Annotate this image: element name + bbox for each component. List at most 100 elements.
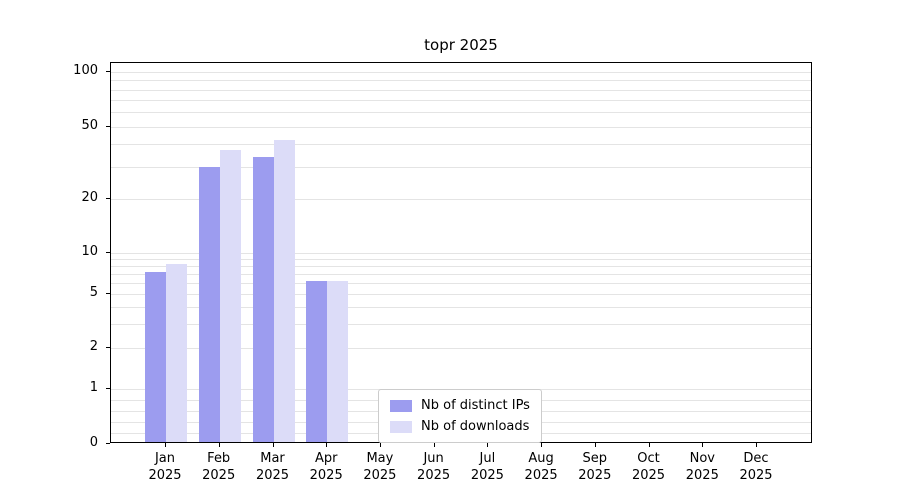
gridline xyxy=(111,274,811,276)
x-tick-mark xyxy=(648,443,650,447)
x-tick-mark xyxy=(379,443,381,447)
y-tick-mark xyxy=(106,125,110,127)
gridline xyxy=(111,166,811,168)
legend-label: Nb of downloads xyxy=(421,419,530,434)
y-tick-label: 10 xyxy=(81,244,98,259)
gridline xyxy=(111,348,811,350)
x-tick-label-sep: Sep 2025 xyxy=(563,451,627,485)
year-label: 2025 xyxy=(470,467,504,483)
x-tick-mark xyxy=(594,443,596,447)
year-label: 2025 xyxy=(685,467,719,483)
y-tick-mark xyxy=(106,347,110,349)
year-label: 2025 xyxy=(148,467,182,483)
x-tick-mark xyxy=(165,443,166,447)
y-tick-mark xyxy=(106,71,110,72)
x-tick-label-jun: Jun 2025 xyxy=(402,451,466,485)
gridline xyxy=(111,253,811,254)
y-tick-label: 0 xyxy=(89,435,98,450)
year-label: 2025 xyxy=(202,467,236,483)
bar-apr-downloads xyxy=(327,281,349,442)
month-label: Jul xyxy=(479,451,496,466)
gridline xyxy=(111,89,811,91)
x-tick-mark xyxy=(756,443,757,447)
month-label: Jun xyxy=(423,451,444,466)
x-tick-label-jul: Jul 2025 xyxy=(455,451,519,485)
x-tick-label-oct: Oct 2025 xyxy=(617,451,681,485)
gridline xyxy=(111,72,811,73)
x-tick-label-apr: Apr 2025 xyxy=(294,451,358,485)
x-tick-label-jan: Jan 2025 xyxy=(133,451,197,485)
year-label: 2025 xyxy=(309,467,343,483)
bar-feb-distinct-ips xyxy=(198,167,220,442)
gridline xyxy=(111,293,811,295)
x-tick-mark xyxy=(272,443,274,447)
month-label: Apr xyxy=(314,451,338,466)
bar-mar-distinct-ips xyxy=(252,157,274,442)
gridline xyxy=(111,259,811,261)
month-label: Nov xyxy=(689,451,715,466)
gridline xyxy=(111,112,811,114)
bar-jan-downloads xyxy=(166,264,187,442)
chart-title: topr 2025 xyxy=(424,36,498,54)
year-label: 2025 xyxy=(255,467,290,483)
bar-mar-downloads xyxy=(273,140,295,442)
gridline xyxy=(111,283,811,285)
legend-label: Nb of distinct IPs xyxy=(421,398,530,413)
y-tick-mark xyxy=(106,197,110,199)
year-label: 2025 xyxy=(578,467,612,483)
legend-swatch xyxy=(390,399,412,412)
x-tick-mark xyxy=(541,443,543,447)
x-tick-label-nov: Nov 2025 xyxy=(670,451,734,485)
year-label: 2025 xyxy=(417,467,451,483)
x-tick-label-aug: Aug 2025 xyxy=(509,451,573,485)
month-label: Dec xyxy=(743,451,769,466)
bar-apr-distinct-ips xyxy=(306,281,328,442)
month-label: Feb xyxy=(207,451,231,466)
year-label: 2025 xyxy=(631,467,666,483)
gridline xyxy=(111,266,811,268)
month-label: May xyxy=(366,451,394,466)
y-tick-label: 1 xyxy=(89,380,98,395)
x-tick-mark xyxy=(433,443,435,447)
legend-item: Nb of distinct IPs xyxy=(390,398,530,413)
x-tick-mark xyxy=(326,443,328,447)
x-tick-mark xyxy=(702,443,704,447)
legend-swatch xyxy=(390,420,412,433)
x-tick-mark xyxy=(487,443,489,447)
year-label: 2025 xyxy=(363,467,397,483)
x-tick-mark xyxy=(218,443,220,447)
year-label: 2025 xyxy=(524,467,558,483)
y-tick-label: 20 xyxy=(81,189,98,205)
x-tick-label-may: May 2025 xyxy=(348,451,412,485)
month-label: Jan xyxy=(154,451,176,466)
plot-area: Nb of distinct IPs Nb of downloads xyxy=(110,62,812,443)
gridline xyxy=(111,198,811,200)
legend-item: Nb of downloads xyxy=(390,419,530,434)
month-label: Oct xyxy=(637,451,660,466)
x-tick-label-dec: Dec 2025 xyxy=(724,451,788,485)
legend: Nb of distinct IPs Nb of downloads xyxy=(378,389,542,443)
y-tick-mark xyxy=(106,252,110,253)
gridline xyxy=(111,144,811,145)
y-tick-label: 5 xyxy=(89,284,98,300)
y-tick-label: 50 xyxy=(81,117,98,133)
y-tick-mark xyxy=(106,443,110,444)
bar-feb-downloads xyxy=(219,150,241,442)
y-tick-mark xyxy=(106,388,110,389)
gridline xyxy=(111,126,811,128)
year-label: 2025 xyxy=(739,467,773,483)
y-tick-mark xyxy=(106,292,110,294)
gridline xyxy=(111,324,811,326)
month-label: Mar xyxy=(260,451,285,466)
month-label: Sep xyxy=(582,451,608,466)
gridline xyxy=(111,100,811,101)
y-tick-label: 100 xyxy=(73,63,98,78)
gridline xyxy=(111,307,811,309)
y-tick-label: 2 xyxy=(89,339,98,355)
x-tick-label-feb: Feb 2025 xyxy=(187,451,251,485)
gridline xyxy=(111,80,811,82)
bar-jan-distinct-ips xyxy=(145,272,166,442)
x-tick-label-mar: Mar 2025 xyxy=(241,451,305,485)
month-label: Aug xyxy=(528,451,554,466)
